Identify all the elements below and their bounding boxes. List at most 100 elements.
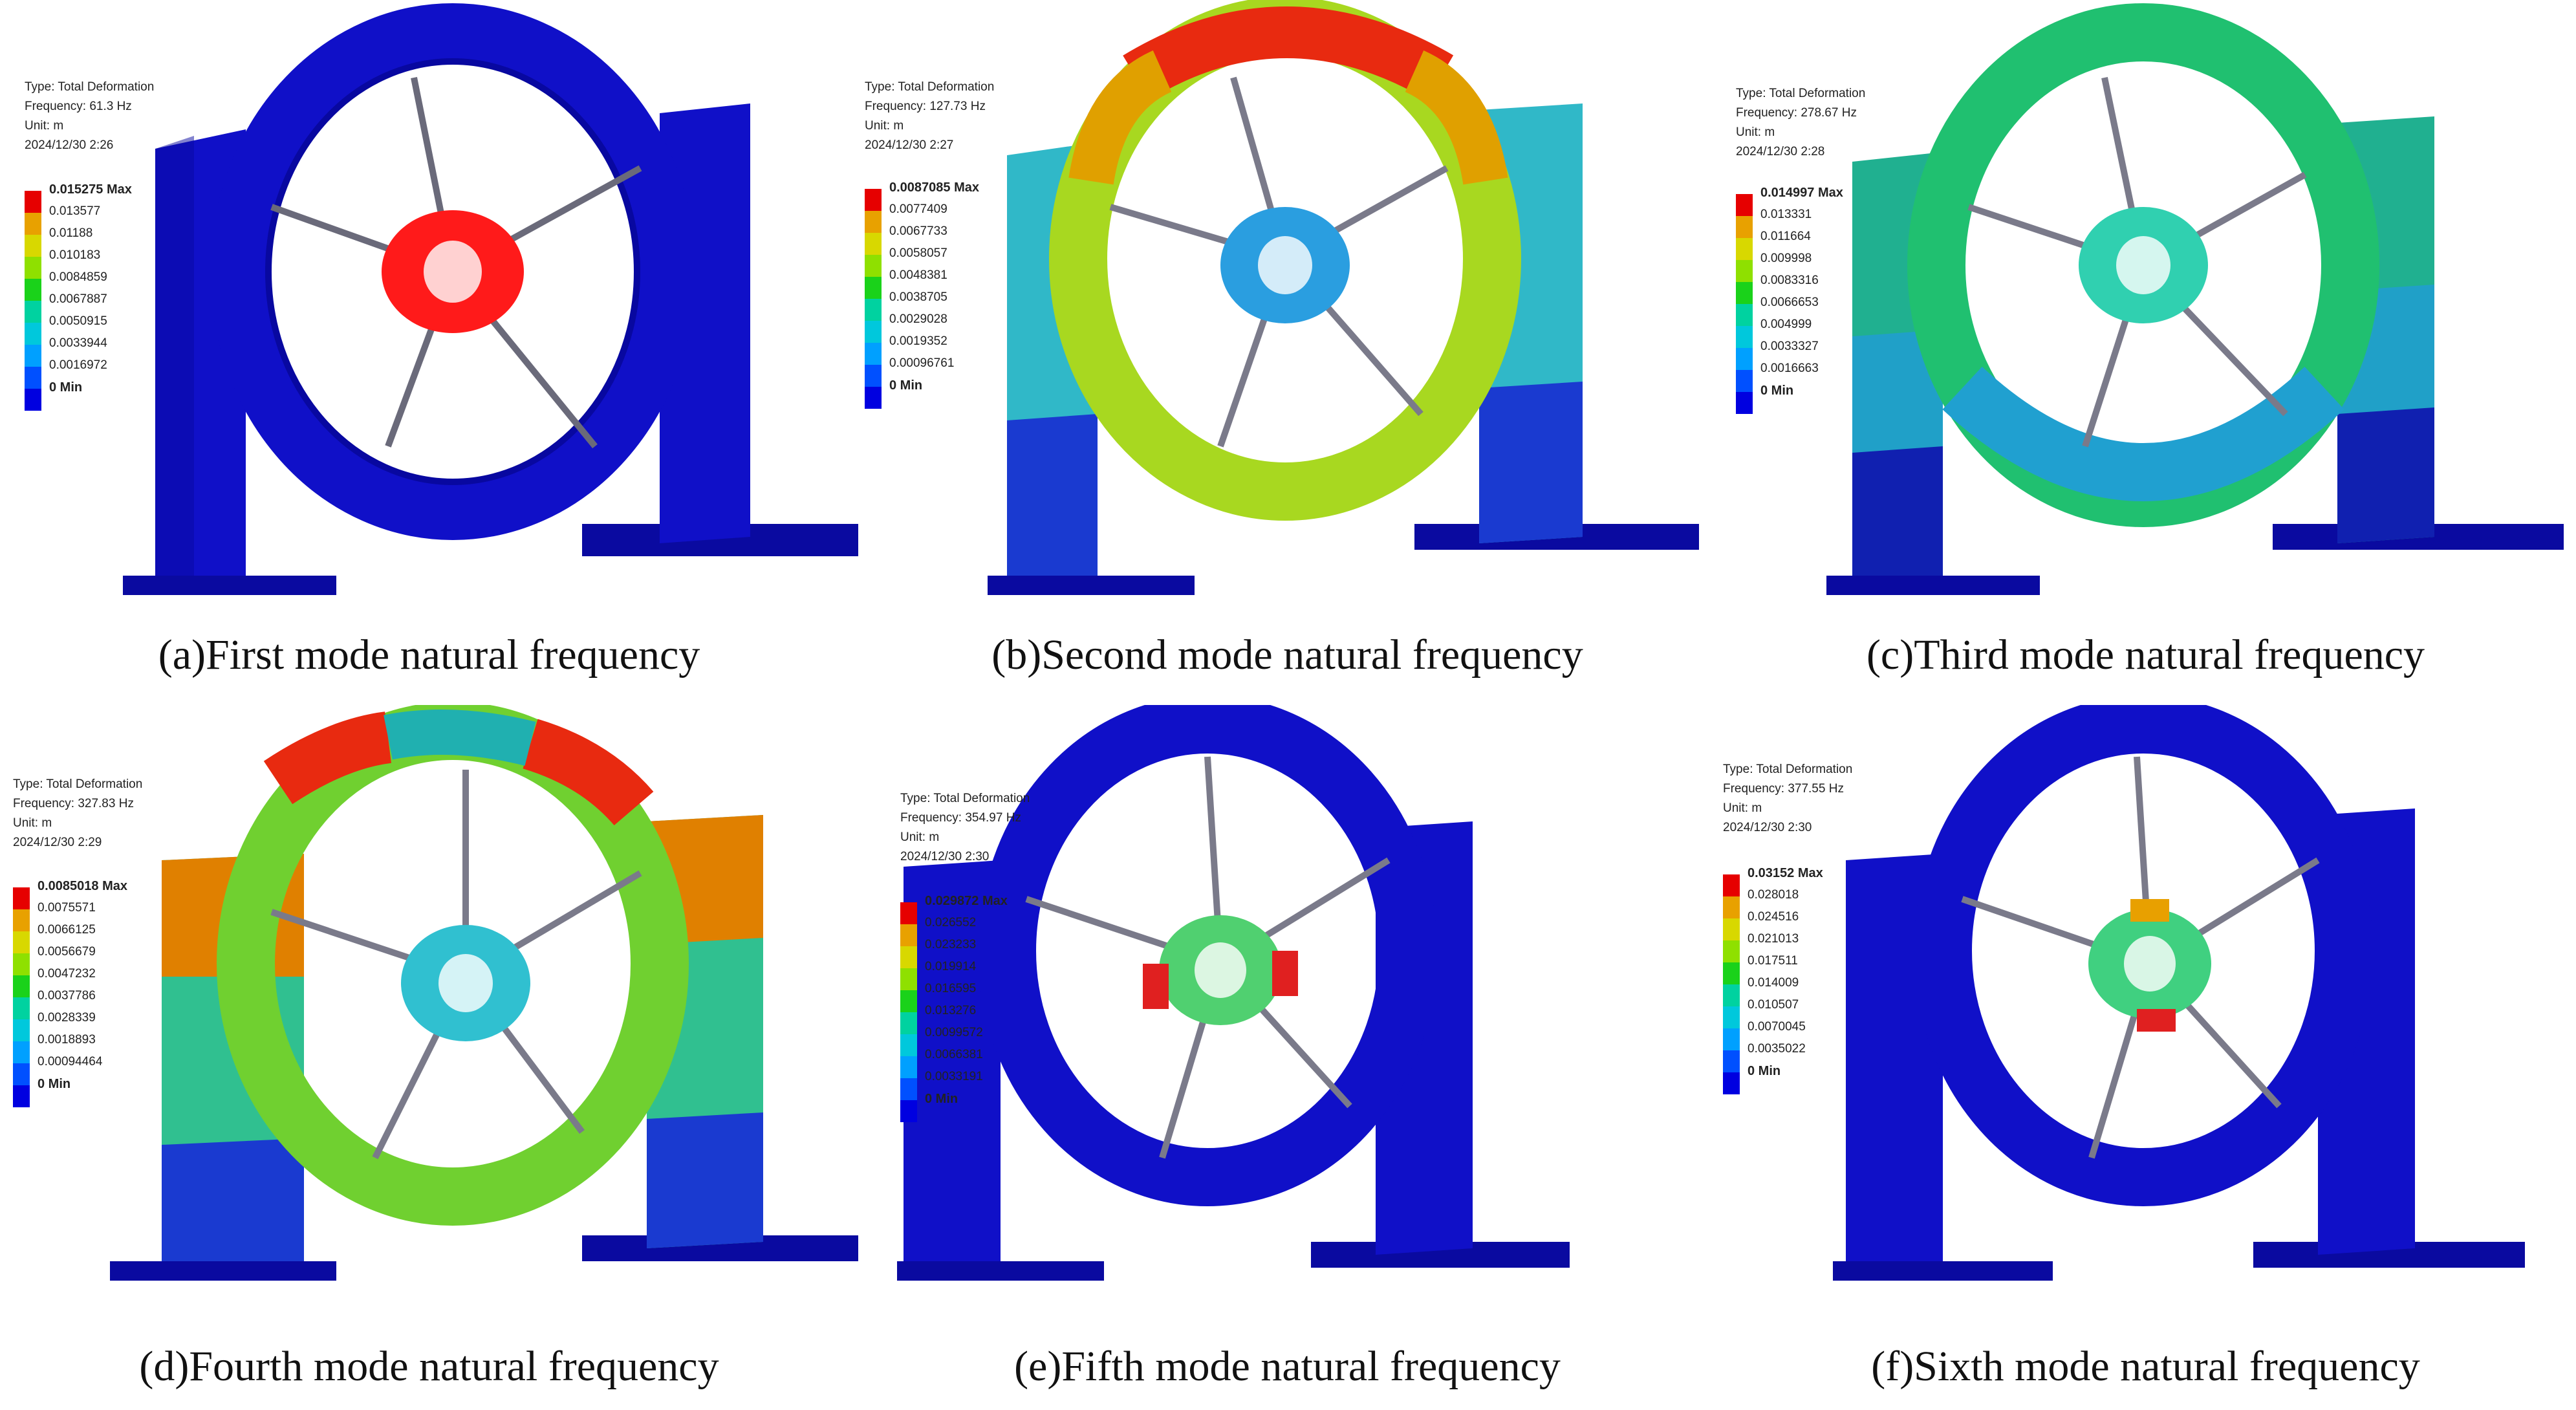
legend-label: 0.0018893	[38, 1033, 96, 1047]
hub	[2079, 207, 2208, 323]
legend-min-label: 0 Min	[49, 380, 83, 395]
legend-swatch	[13, 997, 30, 1019]
result-unit: Unit: m	[1723, 801, 1762, 815]
legend-label: 0.0077409	[889, 202, 947, 216]
legend-swatch	[25, 191, 41, 213]
result-unit: Unit: m	[13, 816, 52, 830]
legend-swatch	[1723, 1072, 1740, 1094]
stand-right	[2273, 116, 2564, 550]
panel-caption: (c)Third mode natural frequency	[1866, 631, 2425, 678]
legend-swatch	[1723, 874, 1740, 896]
legend-label: 0.019914	[925, 960, 977, 973]
legend-label: 0.010183	[49, 248, 101, 262]
stand-left	[897, 860, 1104, 1281]
legend-swatch	[1723, 984, 1740, 1006]
legend-swatch	[1736, 348, 1753, 370]
legend-swatch	[1723, 918, 1740, 940]
legend-label: 0.0070045	[1748, 1020, 1806, 1034]
result-frequency: Frequency: 327.83 Hz	[13, 797, 134, 810]
legend-swatch	[900, 1100, 917, 1122]
result-unit: Unit: m	[1736, 125, 1775, 139]
result-date: 2024/12/30 2:30	[1723, 821, 1812, 834]
legend-swatch	[1736, 260, 1753, 282]
legend-label: 0.010507	[1748, 998, 1799, 1012]
ring	[1914, 705, 2373, 1206]
panel-b: Type: Total Deformation Frequency: 127.7…	[858, 0, 1716, 705]
hub	[1143, 915, 1298, 1025]
legend-swatch	[900, 968, 917, 990]
legend-swatch	[865, 211, 882, 233]
legend-swatch	[900, 1056, 917, 1078]
legend-max-label: 0.014997 Max	[1760, 186, 1843, 200]
panel-e: Type: Total Deformation Frequency: 354.9…	[858, 705, 1716, 1410]
legend-label: 0.0066125	[38, 923, 96, 937]
legend-max-label: 0.0085018 Max	[38, 879, 128, 893]
stand-right	[1311, 821, 1570, 1268]
panel-caption: (d)Fourth mode natural frequency	[139, 1343, 719, 1390]
legend-swatch	[865, 299, 882, 321]
legend-swatch	[13, 1041, 30, 1063]
legend-swatch	[900, 1034, 917, 1056]
legend-max-label: 0.03152 Max	[1748, 866, 1823, 880]
legend-swatch	[25, 213, 41, 235]
legend-swatch	[1736, 238, 1753, 260]
legend-label: 0.017511	[1748, 954, 1798, 968]
panel-caption: (a)First mode natural frequency	[158, 631, 700, 678]
legend-swatch	[900, 902, 917, 924]
legend-swatch	[865, 255, 882, 277]
legend-swatch	[900, 1078, 917, 1100]
legend-swatch	[865, 321, 882, 343]
legend-swatch	[13, 953, 30, 975]
legend-swatch	[13, 909, 30, 931]
panel-caption: (b)Second mode natural frequency	[991, 631, 1583, 678]
legend-swatch	[1736, 304, 1753, 326]
legend-label: 0.0033327	[1760, 340, 1819, 353]
legend-swatch	[13, 1019, 30, 1041]
result-date: 2024/12/30 2:29	[13, 836, 102, 849]
ring	[1907, 3, 2379, 527]
legend-swatch	[1736, 194, 1753, 216]
result-frequency: Frequency: 127.73 Hz	[865, 100, 986, 113]
legend-swatch	[13, 887, 30, 909]
legend-min-label: 0 Min	[1760, 384, 1794, 398]
legend-label: 0.0037786	[38, 989, 96, 1003]
legend-max-label: 0.029872 Max	[925, 894, 1008, 908]
legend-label: 0.0016972	[49, 358, 107, 372]
legend-swatch	[865, 233, 882, 255]
legend-min-label: 0 Min	[889, 378, 923, 393]
result-frequency: Frequency: 61.3 Hz	[25, 100, 132, 113]
legend-swatch	[13, 975, 30, 997]
result-info: Type: Total Deformation Frequency: 278.6…	[1736, 84, 1865, 162]
result-date: 2024/12/30 2:26	[25, 138, 114, 152]
legend-max-label: 0.0087085 Max	[889, 180, 980, 195]
legend-swatch	[1723, 940, 1740, 962]
result-unit: Unit: m	[900, 830, 940, 844]
legend-swatch	[1736, 282, 1753, 304]
panel-a: Type: Total Deformation Frequency: 61.3 …	[0, 0, 858, 705]
legend-label: 0.0058057	[889, 246, 947, 260]
ring	[978, 705, 1437, 1206]
legend-swatch	[13, 931, 30, 953]
legend-swatch	[1736, 326, 1753, 348]
result-type: Type: Total Deformation	[1736, 87, 1866, 100]
result-frequency: Frequency: 377.55 Hz	[1723, 782, 1844, 796]
legend-swatch	[900, 1012, 917, 1034]
legend-label: 0.014009	[1748, 976, 1799, 990]
legend-label: 0.021013	[1748, 932, 1799, 946]
legend-label: 0.00096761	[889, 356, 955, 370]
legend-swatch	[25, 235, 41, 257]
legend-label: 0.026552	[925, 916, 977, 929]
legend-swatch	[25, 367, 41, 389]
legend-label: 0.024516	[1748, 910, 1799, 924]
legend-label: 0.0056679	[38, 945, 96, 959]
model-render-e	[897, 705, 1570, 1281]
hub	[1220, 207, 1350, 323]
legend-swatch	[25, 257, 41, 279]
legend-label: 0.0019352	[889, 334, 947, 348]
legend-label: 0.0066653	[1760, 296, 1819, 309]
legend-swatch	[1736, 392, 1753, 414]
result-unit: Unit: m	[25, 119, 64, 133]
legend-min-label: 0 Min	[38, 1077, 71, 1091]
result-date: 2024/12/30 2:27	[865, 138, 954, 152]
hub	[401, 925, 530, 1041]
